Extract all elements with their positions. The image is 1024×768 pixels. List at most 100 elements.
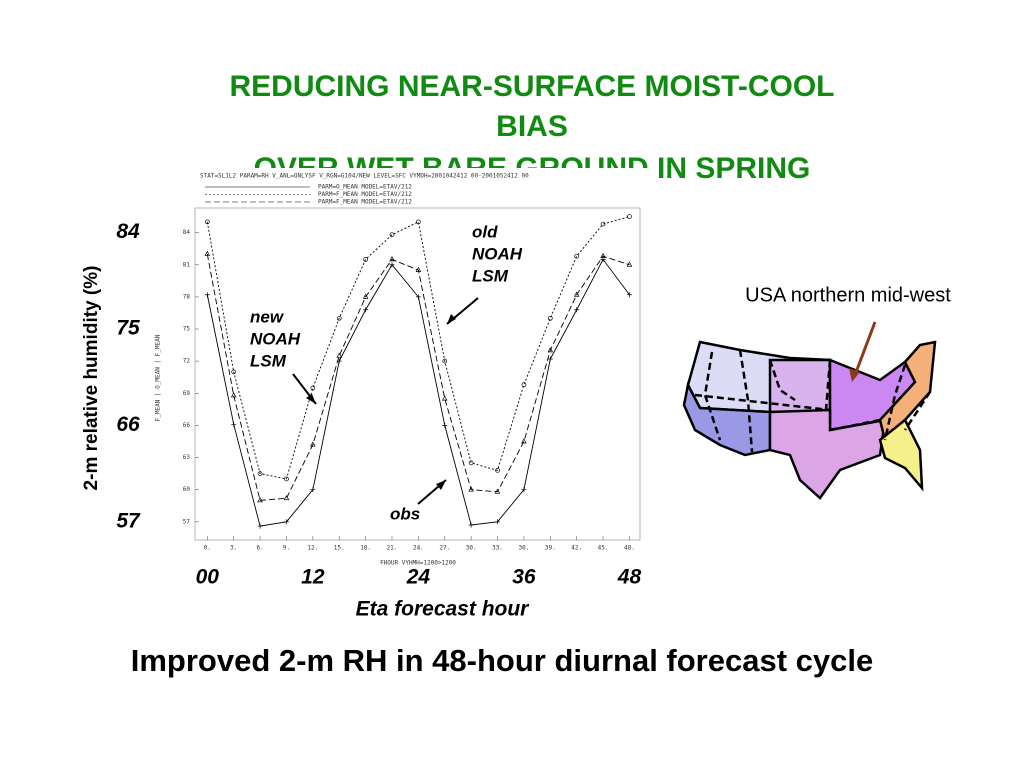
y-minor-tick-label: 81 xyxy=(183,261,191,268)
us-map xyxy=(682,340,937,500)
marker xyxy=(310,441,316,447)
y-tick-label: 84 xyxy=(116,220,140,243)
x-minor-tick-label: 0. xyxy=(204,545,211,552)
x-minor-tick-label: 18. xyxy=(360,545,371,552)
marker xyxy=(495,468,500,473)
marker xyxy=(204,250,211,256)
map-arrow-head xyxy=(849,368,860,382)
marker xyxy=(204,292,210,298)
annotation: new xyxy=(250,307,285,326)
y-minor-tick-label: 60 xyxy=(183,486,191,493)
caption: Improved 2-m RH in 48-hour diurnal forec… xyxy=(131,643,873,678)
marker xyxy=(283,495,290,501)
marker xyxy=(310,487,316,493)
marker xyxy=(521,438,527,444)
marker xyxy=(389,232,395,238)
marker xyxy=(441,395,448,401)
marker xyxy=(389,256,395,262)
y-minor-tick-label: 63 xyxy=(183,454,191,461)
y-minor-tick-label: 57 xyxy=(183,518,191,525)
marker xyxy=(257,497,263,503)
x-tick-label: 00 xyxy=(196,566,220,589)
marker xyxy=(231,369,237,375)
marker xyxy=(547,356,553,362)
y-minor-tick-label: 78 xyxy=(183,293,191,300)
y-minor-tick-label: 69 xyxy=(183,390,191,397)
arrow-head xyxy=(306,394,316,404)
marker xyxy=(468,460,474,466)
marker xyxy=(573,291,580,297)
legend-label: PARM=F_MEAN MODEL=ETAV/212 xyxy=(318,191,412,198)
x-minor-tick-label: 9. xyxy=(283,545,290,552)
map-arrow xyxy=(853,321,877,376)
marker xyxy=(336,315,342,321)
inner-x-label: FHOUR VYHMH=1200>1200 xyxy=(380,560,456,567)
series-line xyxy=(206,253,630,501)
map-label: USA northern mid-west xyxy=(745,284,951,306)
title-line: REDUCING NEAR-SURFACE MOIST-COOL xyxy=(229,70,834,103)
marker xyxy=(336,352,343,358)
x-minor-tick-label: 30. xyxy=(466,545,477,552)
marker xyxy=(310,385,316,391)
x-tick-label: 36 xyxy=(512,566,536,589)
chart-image xyxy=(168,168,650,562)
arrow-head xyxy=(447,314,456,324)
arrow-head xyxy=(436,480,446,490)
marker xyxy=(547,315,553,321)
annotation: NOAH xyxy=(472,244,523,263)
x-tick-label: 12 xyxy=(301,566,325,589)
marker xyxy=(521,487,527,493)
marker xyxy=(231,421,237,427)
x-minor-tick-label: 36. xyxy=(518,545,529,552)
inner-y-label: F_MEAN | O_MEAN | F_MEAN xyxy=(155,334,162,421)
x-minor-tick-label: 6. xyxy=(256,545,263,552)
marker xyxy=(442,358,448,364)
marker xyxy=(574,307,580,313)
marker xyxy=(416,219,421,225)
title-line: BIAS xyxy=(496,110,568,143)
marker xyxy=(415,294,421,300)
y-tick-label: 66 xyxy=(116,413,140,436)
y-label: 2-m relative humidity (%) xyxy=(81,266,102,491)
marker xyxy=(257,523,263,529)
marker xyxy=(283,519,289,525)
marker xyxy=(626,292,632,298)
x-minor-tick-label: 33. xyxy=(492,545,503,552)
y-minor-tick-label: 72 xyxy=(183,358,191,365)
annotation: LSM xyxy=(472,266,509,285)
marker xyxy=(442,422,448,428)
x-tick-label: 48 xyxy=(617,566,642,589)
x-minor-tick-label: 24. xyxy=(413,545,424,552)
x-tick-label: 24 xyxy=(406,566,431,589)
marker xyxy=(495,519,501,525)
x-minor-tick-label: 12. xyxy=(307,545,318,552)
chart-header: STAT=SL1L2 PARAM=RH V_ANL=ONLYSF V_RGN=G… xyxy=(200,173,529,180)
plot-frame xyxy=(194,207,641,541)
x-minor-tick-label: 15. xyxy=(334,545,345,552)
x-minor-tick-label: 39. xyxy=(545,545,556,552)
marker xyxy=(363,307,369,313)
marker xyxy=(284,476,289,482)
x-minor-tick-label: 27. xyxy=(439,545,450,552)
y-tick-label: 75 xyxy=(116,317,140,340)
x-label: Eta forecast hour xyxy=(356,598,531,621)
marker xyxy=(204,219,210,225)
y-minor-tick-label: 66 xyxy=(183,422,191,429)
series-line xyxy=(206,216,630,480)
marker xyxy=(415,266,422,272)
y-tick-label: 57 xyxy=(116,509,141,532)
marker xyxy=(230,392,237,398)
marker xyxy=(574,253,580,259)
marker xyxy=(521,382,527,388)
marker xyxy=(627,214,632,219)
annotation: obs xyxy=(390,504,420,523)
marker xyxy=(389,262,395,268)
legend-label: PARM=O_MEAN MODEL=ETAV/212 xyxy=(318,184,412,191)
x-minor-tick-label: 42. xyxy=(571,545,582,552)
marker xyxy=(257,471,263,476)
y-minor-tick-label: 84 xyxy=(183,229,191,236)
marker xyxy=(468,522,474,528)
legend-label: PARM=F_MEAN MODEL=ETAV/212 xyxy=(318,199,412,206)
x-minor-tick-label: 48. xyxy=(624,545,635,552)
